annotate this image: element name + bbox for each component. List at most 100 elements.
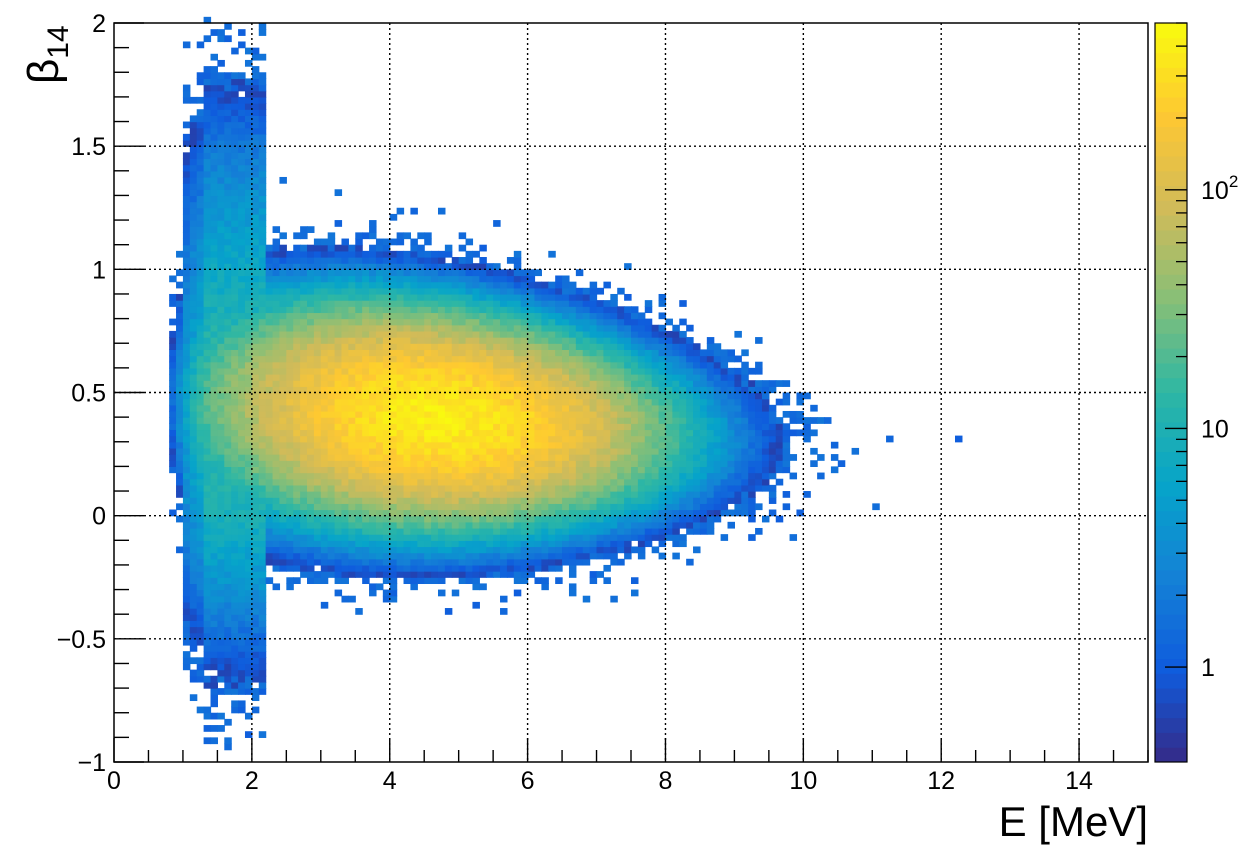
- heatmap-cell: [658, 521, 667, 529]
- heatmap-cell: [603, 398, 611, 406]
- heatmap-cell: [279, 558, 287, 566]
- heatmap-cell: [651, 374, 660, 381]
- heatmap-cell: [527, 423, 536, 431]
- heatmap-cell: [389, 404, 398, 412]
- heatmap-cell: [651, 447, 660, 455]
- heatmap-cell: [182, 577, 191, 585]
- heatmap-cell: [327, 460, 336, 467]
- heatmap-cell: [169, 441, 177, 449]
- heatmap-cell: [651, 466, 660, 474]
- heatmap-cell: [300, 349, 308, 357]
- heatmap-cell: [396, 238, 405, 246]
- heatmap-cell: [300, 466, 308, 474]
- heatmap-cell: [741, 423, 749, 431]
- heatmap-cell: [410, 435, 418, 443]
- heatmap-cell: [672, 552, 680, 560]
- heatmap-cell: [672, 509, 680, 517]
- heatmap-cell: [562, 380, 570, 387]
- heatmap-cell: [362, 466, 370, 474]
- heatmap-cell: [424, 343, 432, 350]
- heatmap-cell: [596, 306, 605, 314]
- heatmap-cell: [313, 380, 322, 387]
- heatmap-cell: [238, 189, 246, 197]
- heatmap-cell: [300, 275, 308, 283]
- heatmap-cell: [231, 146, 239, 153]
- heatmap-cell: [341, 577, 349, 585]
- heatmap-cell: [631, 404, 639, 412]
- heatmap-cell: [699, 423, 708, 431]
- heatmap-cell: [617, 337, 625, 344]
- heatmap-cell: [224, 164, 232, 172]
- heatmap-cell: [755, 361, 763, 369]
- heatmap-cell: [258, 263, 267, 270]
- heatmap-cell: [658, 429, 667, 437]
- heatmap-cell: [244, 601, 253, 609]
- heatmap-cell: [410, 361, 418, 369]
- heatmap-cell: [389, 595, 398, 603]
- heatmap-cell: [251, 337, 260, 344]
- heatmap-cell: [224, 140, 232, 147]
- heatmap-cell: [224, 534, 232, 541]
- heatmap-cell: [238, 466, 246, 474]
- heatmap-cell: [610, 491, 618, 498]
- heatmap-cell: [258, 269, 267, 277]
- heatmap-cell: [603, 337, 611, 344]
- heatmap-cell: [699, 367, 708, 375]
- heatmap-cell: [189, 121, 198, 129]
- heatmap-cell: [389, 417, 398, 424]
- heatmap-cell: [693, 355, 701, 363]
- heatmap-cell: [555, 472, 563, 480]
- heatmap-cell: [238, 361, 246, 369]
- heatmap-cell: [637, 515, 646, 523]
- heatmap-cell: [575, 429, 584, 437]
- heatmap-cell: [203, 35, 212, 43]
- heatmap-cell: [520, 564, 529, 572]
- heatmap-cell: [713, 435, 722, 443]
- heatmap-cell: [761, 429, 770, 437]
- heatmap-cell: [265, 330, 274, 338]
- heatmap-cell: [189, 152, 198, 160]
- heatmap-cell: [251, 318, 260, 326]
- heatmap-cell: [375, 250, 384, 258]
- heatmap-cell: [300, 454, 308, 461]
- heatmap-cell: [279, 417, 287, 424]
- heatmap-cell: [203, 189, 212, 197]
- heatmap-cell: [451, 546, 460, 554]
- heatmap-cell: [244, 626, 253, 634]
- heatmap-cell: [244, 484, 253, 492]
- heatmap-cell: [210, 133, 218, 141]
- heatmap-cell: [272, 503, 281, 511]
- heatmap-cell: [424, 571, 432, 578]
- heatmap-cell: [238, 595, 246, 603]
- heatmap-cell: [238, 152, 246, 160]
- heatmap-cell: [210, 140, 218, 147]
- heatmap-cell: [465, 410, 474, 418]
- heatmap-cell: [369, 318, 377, 326]
- heatmap-cell: [562, 392, 570, 400]
- heatmap-cell: [355, 337, 363, 344]
- heatmap-cell: [217, 583, 225, 591]
- heatmap-cell: [548, 330, 556, 338]
- heatmap-cell: [693, 349, 701, 357]
- heatmap-cell: [300, 564, 308, 572]
- heatmap-cell: [424, 441, 432, 449]
- heatmap-cell: [472, 460, 480, 467]
- heatmap-cell: [500, 374, 508, 381]
- heatmap-cell: [196, 410, 205, 418]
- heatmap-cell: [300, 343, 308, 350]
- heatmap-cell: [465, 263, 474, 270]
- heatmap-cell: [603, 330, 611, 338]
- heatmap-cell: [307, 257, 315, 264]
- heatmap-cell: [679, 423, 687, 431]
- heatmap-cell: [458, 374, 467, 381]
- heatmap-cell: [189, 287, 198, 295]
- svg-text:β14: β14: [19, 25, 75, 84]
- heatmap-cell: [196, 293, 205, 301]
- heatmap-cell: [382, 238, 391, 246]
- heatmap-cell: [293, 306, 301, 314]
- heatmap-cell: [458, 306, 467, 314]
- heatmap-cell: [500, 540, 508, 548]
- heatmap-cell: [217, 238, 225, 246]
- heatmap-cell: [424, 527, 432, 535]
- heatmap-cell: [348, 521, 356, 529]
